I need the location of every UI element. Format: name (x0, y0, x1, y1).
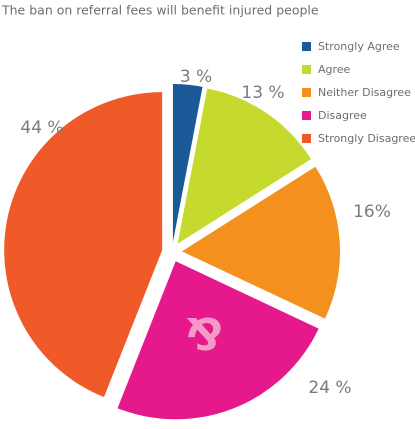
pie-slice (4, 92, 163, 398)
chart-title: The ban on referral fees will benefit in… (1, 3, 319, 18)
legend-label: Strongly Disagree (318, 132, 415, 145)
legend-label: Neither Disagree (318, 86, 411, 99)
legend-swatch (302, 65, 311, 74)
pie-slice (181, 166, 340, 319)
legend-label: Strongly Agree (318, 40, 400, 53)
legend-swatch (302, 111, 311, 120)
value-label: 24 % (308, 378, 351, 398)
value-label: 16% (353, 202, 391, 222)
legend-swatch (302, 42, 311, 51)
pie-slice (117, 261, 319, 420)
watermark: & (185, 307, 223, 358)
value-label: 44 % (20, 118, 63, 138)
pie-slice (172, 84, 203, 243)
legend-label: Agree (318, 63, 351, 76)
pie-slice (177, 88, 312, 244)
legend-swatch (302, 134, 311, 143)
legend-swatch (302, 88, 311, 97)
legend-label: Disagree (318, 109, 367, 122)
value-label: 3 % (180, 67, 212, 87)
value-label: 13 % (241, 83, 284, 103)
